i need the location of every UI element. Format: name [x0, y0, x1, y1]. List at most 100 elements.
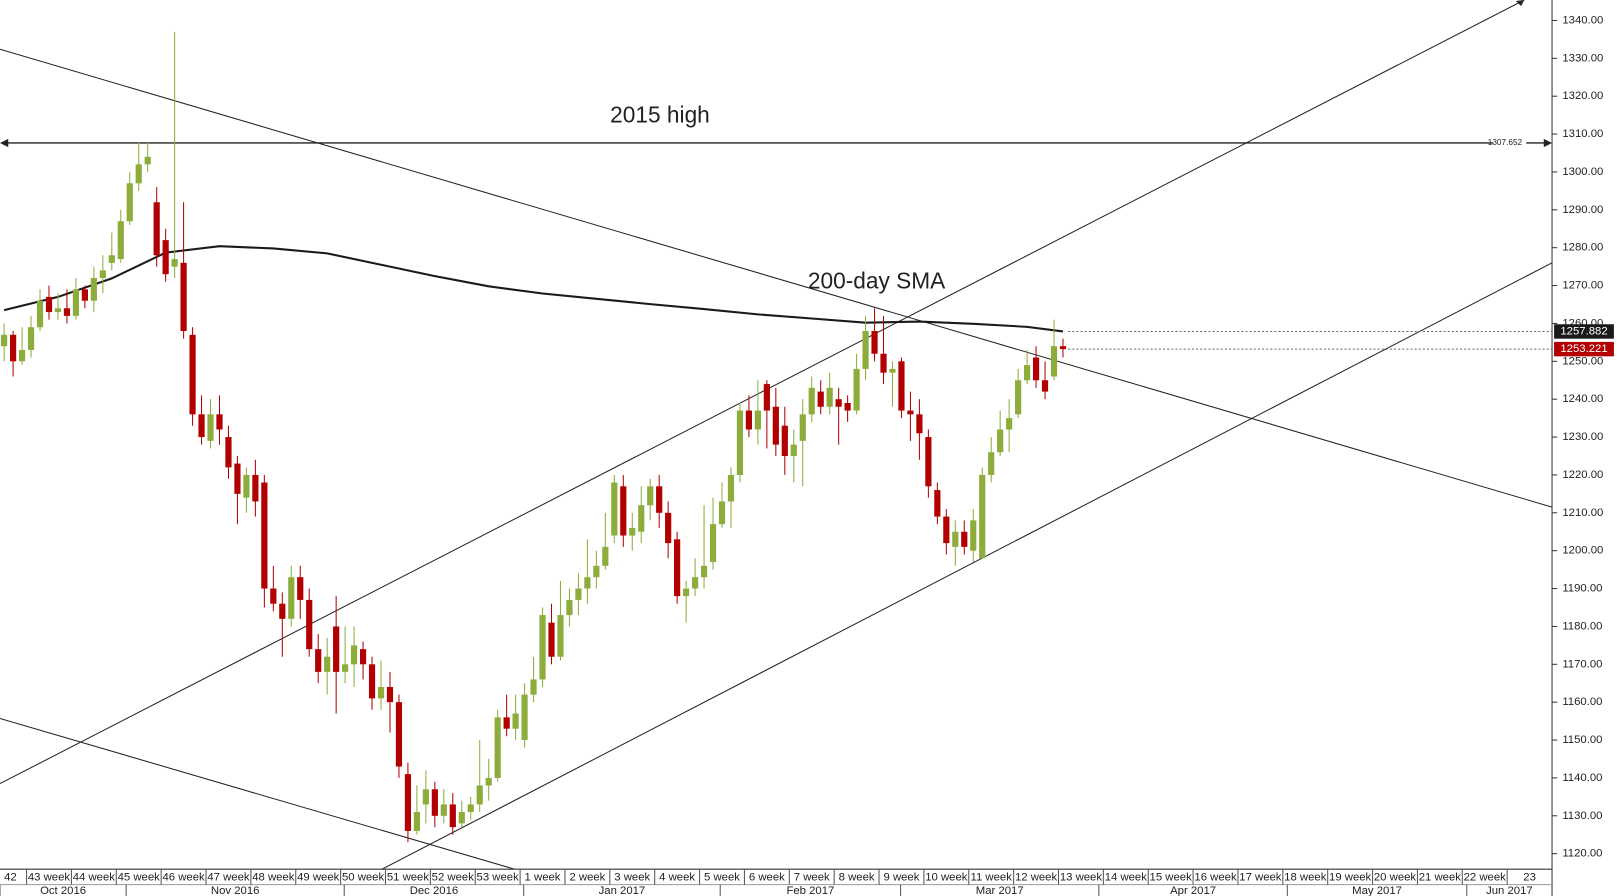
- candle-body: [270, 588, 277, 604]
- y-tick-label: 1300.00: [1562, 166, 1603, 178]
- y-tick-label: 1290.00: [1562, 204, 1603, 216]
- candle-body: [467, 804, 474, 813]
- x-tick-label: 22 week: [1464, 871, 1507, 883]
- x-tick-label: 44 week: [73, 871, 116, 883]
- candle-body: [916, 414, 923, 434]
- candle-body: [772, 406, 779, 445]
- candle-body: [1041, 380, 1049, 392]
- candle-body: [171, 259, 178, 267]
- candle-body: [808, 387, 815, 415]
- candle-body: [709, 524, 717, 563]
- candle-body: [745, 410, 753, 430]
- candle-body: [413, 812, 420, 831]
- month-label: Dec 2016: [410, 885, 459, 896]
- candle-body: [458, 812, 465, 824]
- candle-body: [548, 622, 555, 657]
- candle-body: [593, 565, 600, 578]
- x-tick-label: 23: [1523, 871, 1536, 883]
- candle-body: [297, 577, 304, 600]
- candle-body: [566, 599, 573, 616]
- candle-body: [225, 437, 232, 468]
- trend-line: [380, 262, 1553, 870]
- candle-body: [503, 717, 510, 729]
- sma-price-box: [1554, 324, 1614, 339]
- candle-body: [763, 384, 770, 411]
- arrow-head: [0, 138, 9, 148]
- candle-body: [10, 334, 17, 362]
- candle-body: [99, 270, 106, 278]
- candle-body: [539, 615, 546, 680]
- y-tick-label: 1190.00: [1562, 583, 1602, 595]
- candle-body: [81, 289, 88, 301]
- x-tick-label: 45 week: [118, 871, 161, 883]
- candle-body: [216, 414, 223, 430]
- candle-body: [288, 577, 295, 619]
- y-tick-label: 1230.00: [1562, 431, 1603, 443]
- y-tick-label: 1260.00: [1562, 317, 1603, 329]
- candle-body: [799, 414, 806, 441]
- candle-body: [512, 713, 519, 729]
- x-tick-label: 12 week: [1015, 871, 1058, 883]
- candle-body: [279, 603, 286, 619]
- x-tick-label: 53 week: [477, 871, 520, 883]
- candle-body: [234, 463, 241, 494]
- candle-body: [342, 664, 349, 672]
- month-label: Apr 2017: [1170, 885, 1216, 896]
- candle-body: [359, 649, 367, 665]
- y-tick-label: 1180.00: [1562, 620, 1602, 632]
- candle-body: [126, 183, 133, 222]
- candle-body: [1006, 418, 1013, 430]
- y-tick-label: 1220.00: [1562, 469, 1603, 481]
- y-tick-label: 1210.00: [1562, 507, 1603, 519]
- trend-line: [0, 0, 1525, 785]
- candle-body: [431, 789, 438, 816]
- candle-body: [153, 202, 160, 256]
- month-label: Mar 2017: [976, 885, 1024, 896]
- trend-line: [0, 48, 1553, 508]
- candle-body: [575, 588, 582, 600]
- y-tick-label: 1330.00: [1562, 52, 1603, 64]
- candle-body: [970, 520, 977, 551]
- y-tick-label: 1280.00: [1562, 242, 1603, 254]
- x-tick-label: 2 week: [569, 871, 605, 883]
- candle-body: [27, 327, 35, 350]
- candle-body: [117, 221, 124, 260]
- candle-body: [63, 308, 71, 316]
- candle-body: [862, 331, 869, 369]
- candle-body: [72, 289, 80, 316]
- candle-body: [135, 164, 142, 184]
- candle-body: [162, 240, 169, 275]
- x-tick-label: 18 week: [1284, 871, 1327, 883]
- x-tick-label: 4 week: [659, 871, 695, 883]
- x-tick-label: 51 week: [387, 871, 430, 883]
- candle-body: [790, 444, 797, 456]
- candle-body: [638, 505, 645, 532]
- month-label: May 2017: [1352, 885, 1402, 896]
- y-tick-label: 1310.00: [1562, 128, 1603, 140]
- x-tick-label: 43 week: [28, 871, 71, 883]
- candle-body: [404, 774, 412, 831]
- x-tick-label: 52 week: [432, 871, 475, 883]
- y-tick-label: 1140.00: [1562, 772, 1602, 784]
- candle-body: [880, 353, 887, 373]
- candle-body: [45, 296, 53, 313]
- candle-body: [1, 334, 8, 347]
- plot-area: [0, 0, 1553, 870]
- x-tick-label: 7 week: [794, 871, 830, 883]
- candle-body: [611, 482, 618, 536]
- sma-price-label: 1257.882: [1560, 325, 1607, 337]
- arrow-head: [1515, 0, 1525, 7]
- x-tick-label: 1 week: [525, 871, 561, 883]
- candle-body: [557, 615, 564, 657]
- candle-body: [476, 785, 483, 805]
- candle-body: [18, 349, 26, 362]
- y-tick-label: 1340.00: [1562, 14, 1603, 26]
- candle-body: [306, 599, 313, 650]
- month-label: Nov 2016: [211, 885, 260, 896]
- trend-line: [0, 717, 517, 870]
- candle-body: [889, 368, 896, 373]
- x-tick-label: 3 week: [614, 871, 650, 883]
- x-tick-label: 17 week: [1239, 871, 1282, 883]
- y-tick-label: 1120.00: [1562, 848, 1602, 860]
